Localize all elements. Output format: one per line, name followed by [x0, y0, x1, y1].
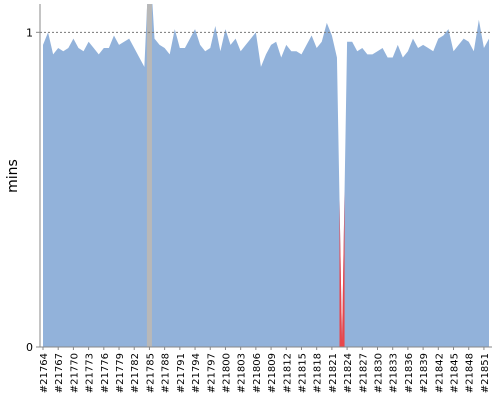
x-tick-label: #21776 [100, 353, 111, 393]
x-tick-label: #21812 [282, 353, 293, 393]
x-tick-label: #21821 [328, 353, 339, 393]
x-tick-label: #21839 [419, 353, 430, 393]
x-tick-label: #21794 [191, 353, 202, 393]
x-tick-label: #21845 [450, 353, 461, 393]
x-tick-label: #21833 [389, 353, 400, 393]
build-highlight [146, 4, 152, 347]
x-tick-label: #21767 [54, 353, 65, 393]
x-tick-label: #21836 [404, 353, 415, 393]
x-tick-label: #21851 [480, 353, 491, 393]
x-tick-label: #21848 [465, 353, 476, 393]
y-tick-label: 1 [26, 26, 33, 39]
x-tick-label: #21782 [130, 353, 141, 393]
x-tick-label: #21779 [115, 353, 126, 393]
x-tick-label: #21809 [267, 353, 278, 393]
x-tick-label: #21785 [145, 353, 156, 393]
x-tick-label: #21842 [434, 353, 445, 393]
x-tick-label: #21827 [358, 353, 369, 393]
x-tick-label: #21803 [237, 353, 248, 393]
build-highlight [339, 191, 345, 347]
x-tick-label: #21797 [206, 353, 217, 393]
x-tick-label: #21818 [313, 353, 324, 393]
x-tick-label: #21815 [297, 353, 308, 393]
x-tick-label: #21764 [39, 353, 50, 393]
area [43, 4, 489, 347]
plot-area [43, 4, 489, 347]
x-tick-label: #21773 [85, 353, 96, 393]
x-tick-label: #21824 [343, 353, 354, 393]
y-tick-label: 0 [26, 341, 33, 354]
x-tick-label: #21791 [176, 353, 187, 393]
y-axis-label: mins [5, 159, 21, 193]
x-tick-label: #21800 [221, 353, 232, 393]
x-tick-label: #21830 [374, 353, 385, 393]
x-tick-label: #21788 [161, 353, 172, 393]
x-tick-label: #21770 [69, 353, 80, 393]
x-tick-label: #21806 [252, 353, 263, 393]
